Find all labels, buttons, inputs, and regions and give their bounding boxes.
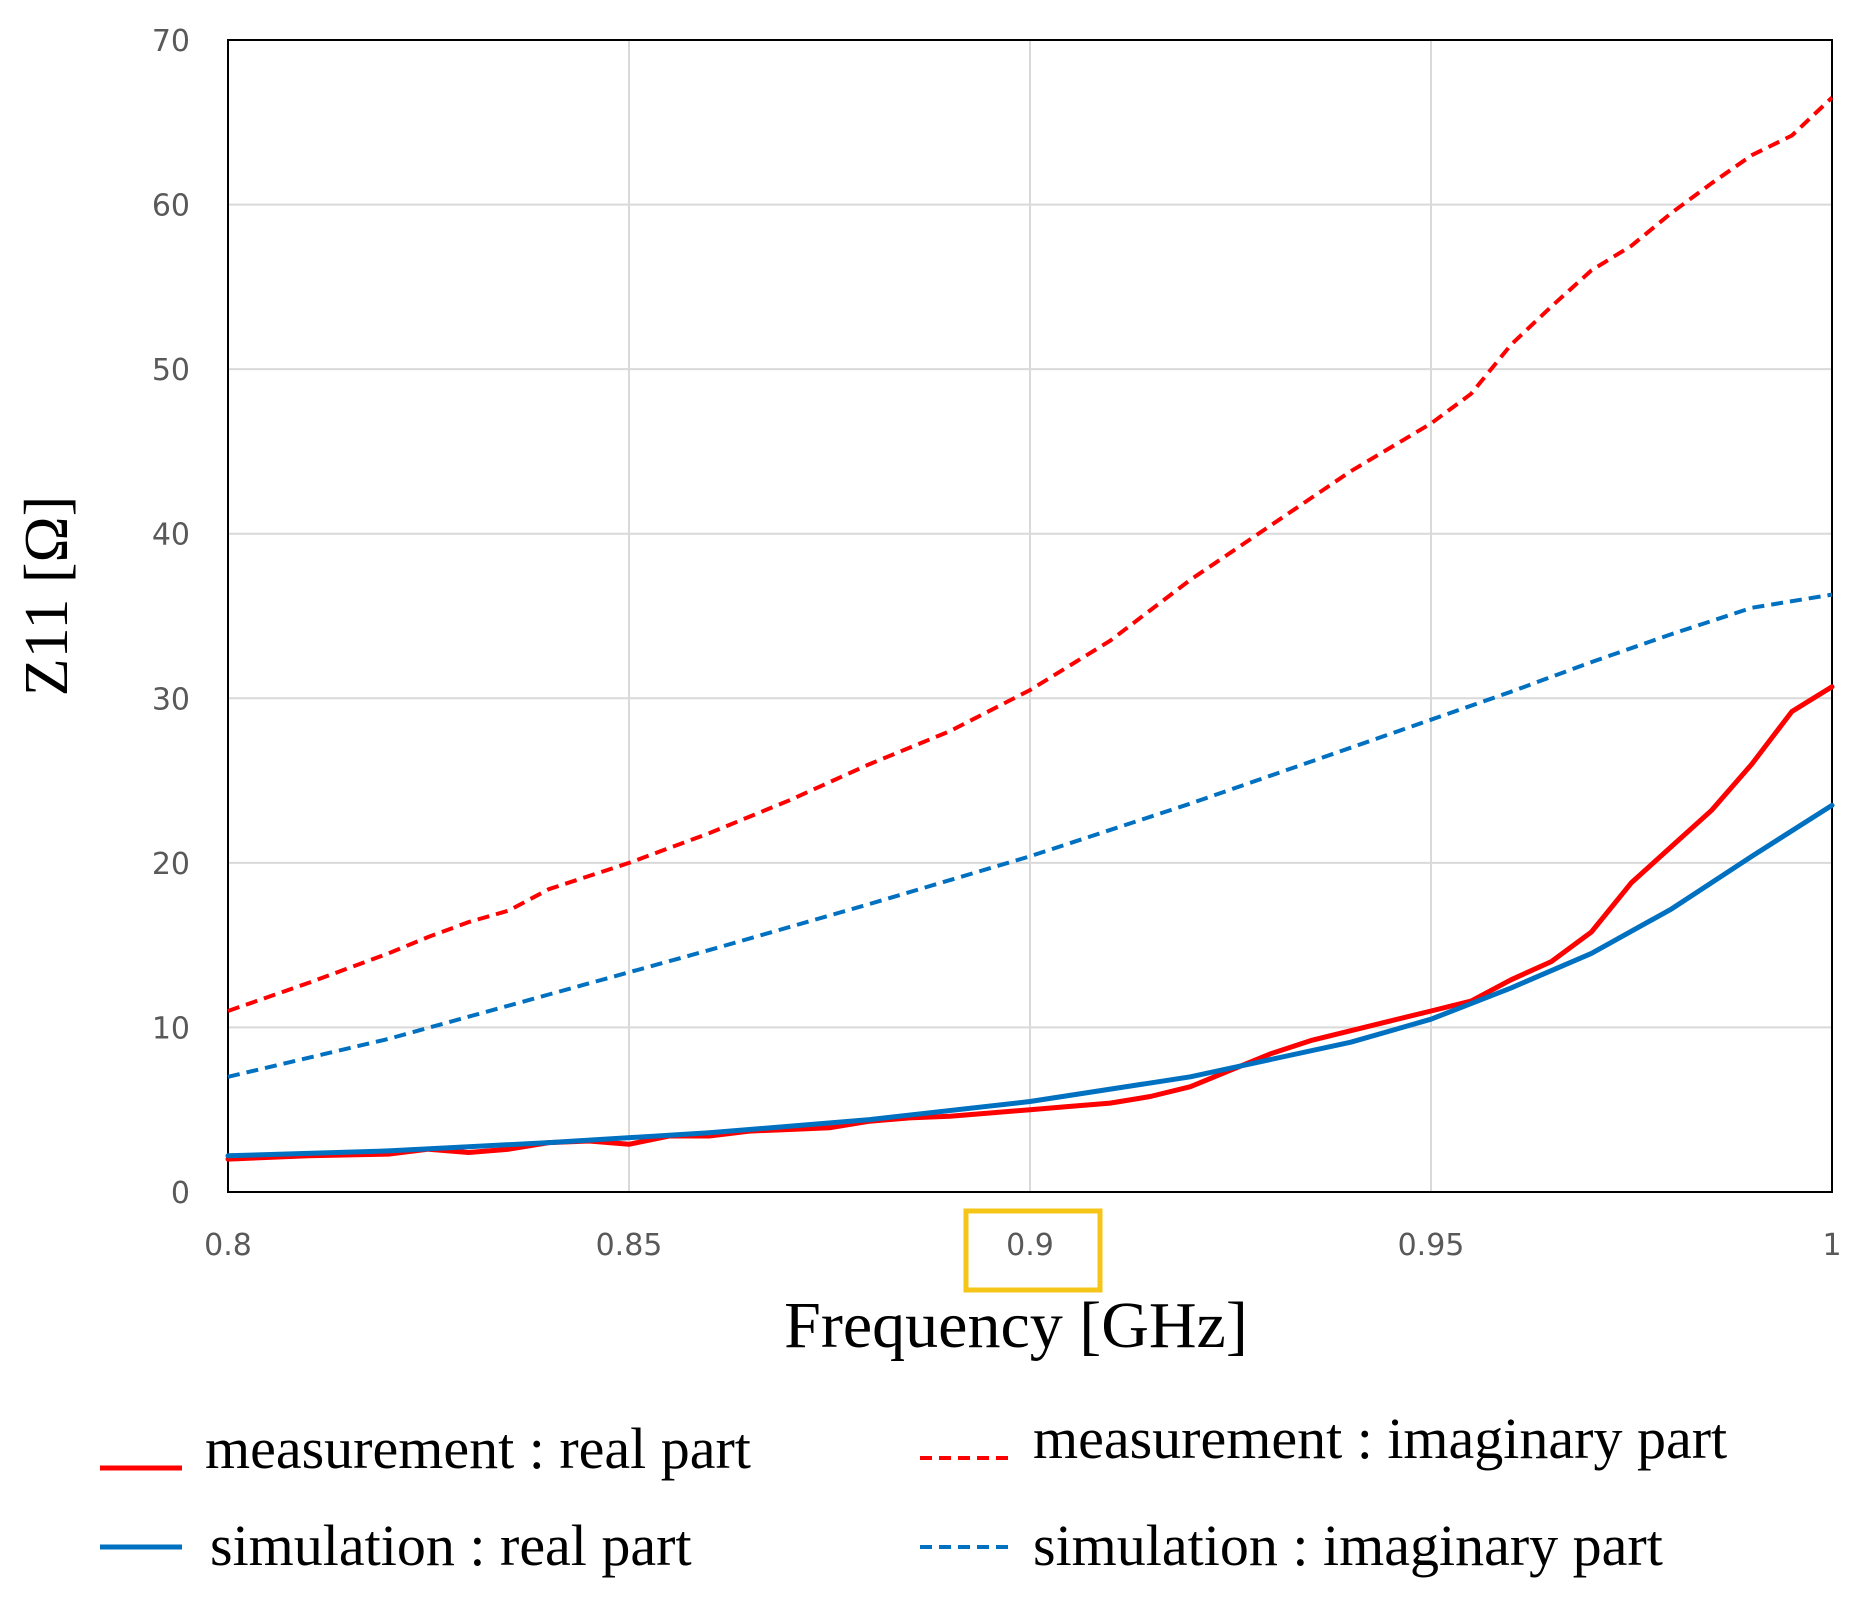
y-tick-label: 0 bbox=[171, 1176, 190, 1211]
y-tick-label: 10 bbox=[152, 1011, 190, 1046]
x-tick-label: 0.95 bbox=[1398, 1228, 1465, 1263]
y-tick-label: 50 bbox=[152, 353, 190, 388]
series-line-measurement-imaginary-part bbox=[227, 96, 1834, 1013]
x-axis-title: Frequency [GHz] bbox=[784, 1289, 1248, 1362]
grid bbox=[228, 40, 1832, 1192]
series-line-simulation-imaginary-part bbox=[227, 592, 1833, 1079]
series-line-simulation-real-part bbox=[225, 802, 1835, 1159]
y-axis-ticks: 0 10 20 30 40 50 60 70 bbox=[152, 24, 190, 1211]
legend-label-simulation-real: simulation : real part bbox=[210, 1513, 692, 1578]
x-tick-label: 0.85 bbox=[596, 1228, 663, 1263]
series-lines bbox=[225, 96, 1835, 1162]
legend-item-measurement-real: measurement : real part bbox=[100, 1416, 751, 1481]
x-tick-label: 1 bbox=[1822, 1228, 1841, 1263]
legend-label-measurement-imaginary: measurement : imaginary part bbox=[1033, 1406, 1727, 1471]
highlighted-tick-box bbox=[963, 1208, 1103, 1293]
x-tick-label: 0.9 bbox=[1006, 1228, 1054, 1263]
legend-label-measurement-real: measurement : real part bbox=[205, 1416, 751, 1481]
y-tick-label: 60 bbox=[152, 189, 190, 224]
y-axis-title: Z11 [Ω] bbox=[13, 496, 81, 696]
y-tick-label: 40 bbox=[152, 518, 190, 553]
plot-area-frame bbox=[227, 39, 1833, 1193]
legend-label-simulation-imaginary: simulation : imaginary part bbox=[1033, 1513, 1663, 1578]
legend-item-measurement-imaginary: measurement : imaginary part bbox=[920, 1406, 1727, 1471]
legend-item-simulation-imaginary: simulation : imaginary part bbox=[920, 1513, 1663, 1578]
x-axis-ticks: 0.8 0.85 0.9 0.95 1 bbox=[204, 1228, 1841, 1263]
y-tick-label: 30 bbox=[152, 682, 190, 717]
legend-item-simulation-real: simulation : real part bbox=[100, 1513, 692, 1578]
x-tick-label: 0.8 bbox=[204, 1228, 252, 1263]
y-tick-label: 20 bbox=[152, 847, 190, 882]
legend: measurement : real part measurement : im… bbox=[100, 1406, 1727, 1578]
y-tick-label: 70 bbox=[152, 24, 190, 59]
